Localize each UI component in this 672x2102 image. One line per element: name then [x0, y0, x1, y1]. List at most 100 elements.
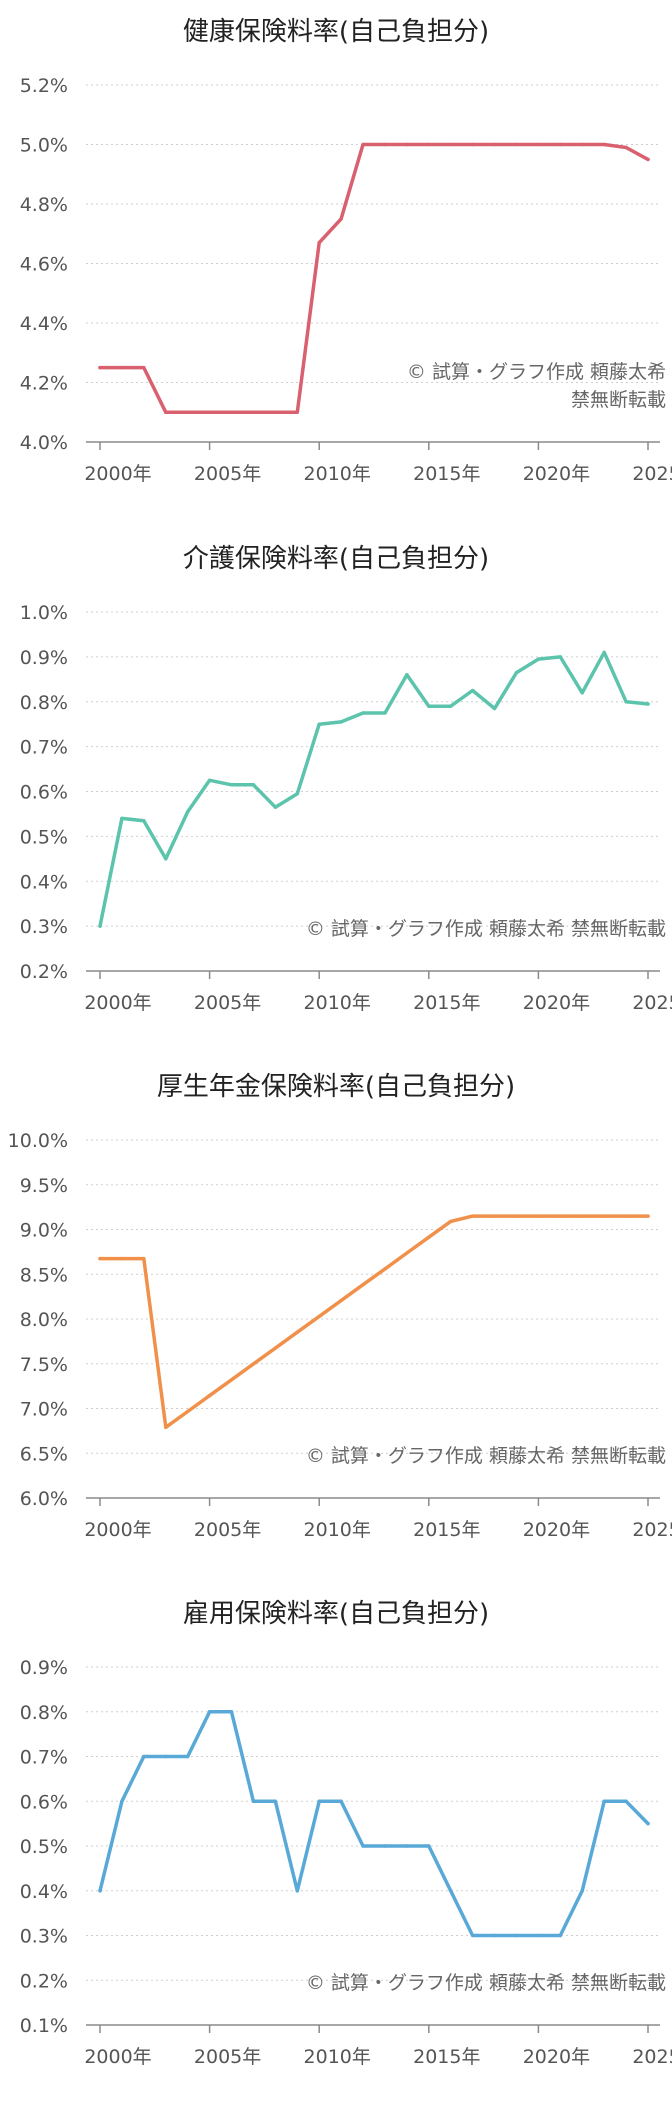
data-point	[427, 1844, 431, 1848]
data-point	[251, 410, 256, 414]
data-point	[207, 778, 212, 782]
y-tick-label: 0.8%	[20, 1702, 68, 1724]
data-point	[251, 1799, 256, 1803]
data-point	[295, 1889, 299, 1893]
y-tick-label: 7.0%	[20, 1399, 68, 1421]
data-point	[142, 365, 146, 370]
data-point	[602, 1799, 606, 1803]
data-point	[164, 1754, 168, 1759]
data-point	[602, 1214, 606, 1218]
data-point	[229, 410, 234, 414]
data-point	[602, 650, 606, 655]
data-point	[405, 142, 409, 147]
y-tick-label: 0.9%	[20, 1657, 68, 1679]
data-point	[185, 410, 190, 414]
y-tick-label: 5.2%	[20, 75, 68, 97]
data-point	[229, 1710, 234, 1714]
data-point	[580, 142, 584, 147]
data-point	[602, 142, 606, 147]
x-tick-label: 2010年	[304, 2046, 371, 2068]
data-point	[536, 142, 541, 147]
chart-title: 厚生年金保険料率(自己負担分)	[157, 1072, 515, 1102]
y-tick-label: 0.1%	[20, 2015, 68, 2037]
data-point	[273, 410, 278, 414]
data-point	[98, 924, 102, 928]
x-tick-label: 2005年	[194, 463, 261, 485]
data-point	[514, 1214, 519, 1218]
y-tick-label: 0.2%	[20, 961, 68, 983]
x-tick-label: 2000年	[84, 1519, 151, 1541]
y-tick-label: 8.5%	[20, 1264, 68, 1286]
data-point	[427, 1235, 431, 1239]
data-point	[339, 217, 343, 221]
data-point	[405, 1251, 409, 1255]
series-line	[98, 1710, 650, 1938]
data-point	[295, 1330, 299, 1334]
x-tick-label: 2025年	[632, 1519, 672, 1541]
data-point	[185, 809, 190, 814]
x-tick-label: 2015年	[413, 463, 480, 485]
data-point	[558, 1214, 563, 1218]
data-point	[142, 818, 146, 823]
data-point	[492, 1933, 497, 1938]
y-tick-label: 5.0%	[20, 135, 68, 157]
data-point	[536, 657, 541, 661]
data-point	[624, 700, 628, 704]
x-tick-label: 2025年	[632, 992, 672, 1014]
x-tick-label: 2010年	[304, 1519, 371, 1541]
chart-title: 雇用保険料率(自己負担分)	[183, 1599, 489, 1629]
data-point	[361, 1283, 365, 1287]
data-point	[624, 145, 628, 150]
data-point	[405, 1844, 409, 1848]
data-point	[317, 722, 321, 726]
data-point	[514, 1933, 519, 1938]
y-tick-label: 0.5%	[20, 1836, 68, 1858]
x-tick-label: 2010年	[304, 463, 371, 485]
data-point	[120, 365, 124, 370]
data-point	[361, 1844, 365, 1848]
x-tick-label: 2005年	[194, 2046, 261, 2068]
data-point	[427, 142, 431, 147]
data-point	[339, 1298, 343, 1303]
y-tick-label: 9.0%	[20, 1220, 68, 1242]
y-tick-label: 0.7%	[20, 737, 68, 759]
credit-text: 禁無断転載	[571, 389, 666, 411]
data-point	[361, 711, 365, 715]
chart-3: 厚生年金保険料率(自己負担分) 6.0% 6.5% 7.0% 7.5% 8.0% 8.5% 9…	[8, 1072, 672, 1541]
data-point	[98, 1889, 102, 1893]
data-point	[207, 1393, 212, 1398]
data-point	[273, 1346, 278, 1350]
y-tick-label: 8.0%	[20, 1309, 68, 1331]
series-line	[98, 650, 650, 928]
y-tick-label: 0.3%	[20, 916, 68, 938]
data-point	[470, 142, 475, 147]
data-point	[142, 1754, 146, 1759]
y-tick-label: 0.9%	[20, 647, 68, 669]
data-point	[470, 688, 475, 693]
y-tick-label: 4.6%	[20, 254, 68, 276]
series-line	[98, 1214, 650, 1430]
chart-title: 介護保険料率(自己負担分)	[183, 544, 489, 574]
x-tick-label: 2005年	[194, 1519, 261, 1541]
y-tick-label: 4.4%	[20, 313, 68, 335]
y-tick-label: 0.7%	[20, 1747, 68, 1769]
x-tick-label: 2020年	[523, 2046, 590, 2068]
x-tick-label: 2025年	[632, 463, 672, 485]
y-tick-label: 0.2%	[20, 1970, 68, 1992]
y-tick-label: 6.5%	[20, 1443, 68, 1465]
data-point	[580, 691, 584, 695]
data-point	[164, 1425, 168, 1429]
data-point	[164, 857, 168, 861]
data-point	[317, 240, 321, 245]
data-point	[470, 1214, 475, 1218]
data-point	[624, 1214, 628, 1218]
x-tick-label: 2015年	[413, 2046, 480, 2068]
data-point	[251, 1362, 256, 1366]
data-point	[514, 670, 519, 675]
data-point	[185, 1409, 190, 1414]
data-point	[98, 1256, 102, 1261]
credit-text: © 試算・グラフ作成 頼藤太希 禁無断転載	[306, 1972, 666, 1994]
x-tick-label: 2015年	[413, 1519, 480, 1541]
data-point	[120, 1799, 124, 1803]
